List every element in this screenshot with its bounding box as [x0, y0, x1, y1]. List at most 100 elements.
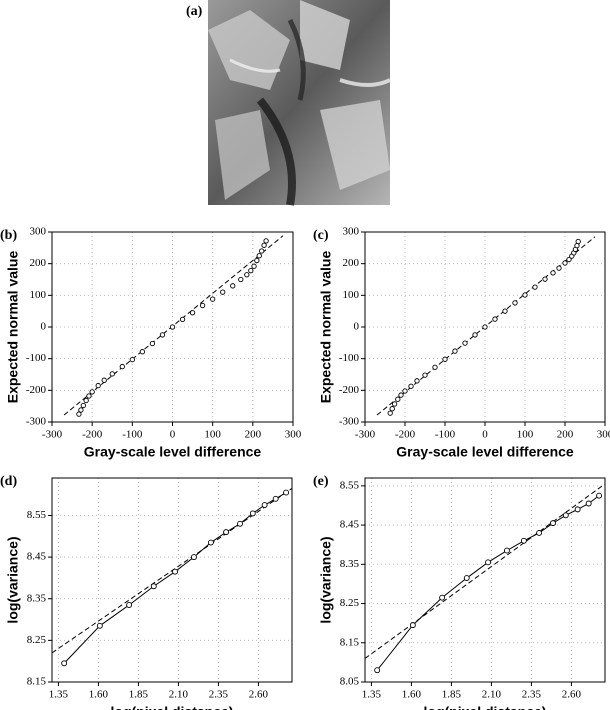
plot-frame — [51, 231, 294, 423]
data-point — [86, 393, 92, 399]
panel-label: (d) — [0, 474, 17, 489]
y-tick-label: 8.05 — [340, 676, 360, 688]
data-point — [169, 324, 176, 330]
y-tick-label: -100 — [339, 352, 360, 364]
data-point — [80, 402, 86, 409]
data-point — [129, 356, 135, 363]
data-point — [439, 594, 446, 601]
panel-label: (b) — [0, 228, 17, 243]
y-tick-label: 8.15 — [27, 676, 47, 688]
data-point — [395, 396, 401, 402]
x-tick-label: 2.10 — [169, 689, 189, 701]
x-tick-label: 200 — [245, 429, 262, 441]
data-point — [223, 529, 230, 536]
data-point — [532, 284, 538, 290]
data-point — [190, 554, 197, 561]
data-point — [248, 267, 254, 274]
y-tick-label: 200 — [343, 257, 360, 269]
y-tick-label: 100 — [30, 289, 47, 301]
x-tick-label: 1.60 — [89, 689, 109, 701]
data-point — [503, 547, 510, 554]
data-point — [76, 411, 82, 417]
y-axis-label: Expected normal value — [5, 251, 21, 404]
y-tick-label: 8.55 — [27, 509, 47, 521]
data-point — [596, 492, 603, 499]
y-tick-label: 8.15 — [340, 636, 360, 648]
x-axis-label: Gray-scale level difference — [396, 444, 574, 460]
y-axis-label: Expected normal value — [318, 251, 334, 404]
x-tick-label: 1.35 — [49, 689, 69, 701]
y-tick-label: 8.45 — [340, 519, 360, 531]
data-point — [502, 308, 508, 314]
data-point — [442, 356, 448, 362]
data-point — [462, 340, 468, 346]
data-point — [398, 392, 404, 398]
x-tick-label: 0 — [170, 429, 176, 441]
data-point — [179, 316, 186, 323]
data-point — [89, 389, 95, 395]
data-point — [562, 260, 568, 266]
data-point — [272, 495, 279, 502]
data-point — [562, 512, 569, 519]
data-point — [585, 500, 592, 507]
data-point — [230, 283, 236, 289]
x-tick-label: 2.35 — [209, 689, 229, 701]
y-tick-label: -200 — [339, 384, 360, 396]
y-tick-label: -200 — [26, 384, 47, 396]
data-point — [550, 270, 556, 276]
data-point — [254, 257, 260, 264]
x-axis-label: Gray-scale level difference — [84, 444, 262, 460]
data-point — [522, 292, 528, 298]
data-point — [159, 332, 166, 338]
y-tick-label: -100 — [26, 352, 47, 364]
data-point — [101, 377, 107, 383]
y-tick-label: 300 — [30, 226, 47, 238]
x-tick-label: -100 — [122, 429, 143, 441]
data-point — [485, 559, 491, 566]
data-point — [472, 332, 478, 338]
data-point — [199, 302, 206, 309]
data-point — [263, 238, 269, 244]
data-point — [61, 660, 68, 667]
data-point — [189, 310, 196, 316]
x-tick-label: 1.35 — [362, 689, 382, 701]
x-tick-label: 300 — [597, 429, 610, 441]
data-point — [408, 383, 414, 389]
data-point — [374, 667, 381, 674]
x-tick-label: 100 — [204, 429, 221, 441]
plot-frame — [364, 477, 606, 683]
data-point — [387, 410, 393, 416]
micrograph — [208, 0, 391, 206]
x-tick-label: 2.60 — [562, 689, 582, 701]
data-point — [512, 300, 518, 306]
data-point — [283, 489, 290, 496]
data-point — [256, 253, 262, 259]
x-tick-label: -100 — [435, 429, 456, 441]
data-point — [238, 276, 244, 283]
data-point — [482, 324, 488, 330]
data-point — [96, 622, 103, 629]
y-tick-label: -300 — [339, 416, 360, 428]
data-point — [95, 382, 101, 389]
panel-label: (e) — [313, 474, 329, 489]
x-tick-label: 100 — [517, 429, 534, 441]
data-point — [261, 502, 268, 509]
data-point — [414, 378, 420, 384]
x-axis-label: log(pixel distance) — [111, 704, 234, 710]
x-tick-label: 1.85 — [129, 689, 149, 701]
panel-label: (c) — [313, 228, 329, 243]
data-point — [574, 506, 581, 513]
y-tick-label: 300 — [343, 226, 360, 238]
data-point — [575, 238, 581, 245]
data-point — [251, 263, 257, 269]
data-point — [452, 348, 458, 354]
data-point — [422, 372, 428, 378]
data-point — [409, 622, 416, 629]
x-tick-label: 1.85 — [442, 689, 462, 701]
data-point — [556, 265, 562, 271]
data-point — [391, 401, 398, 407]
data-point — [566, 256, 572, 263]
data-point — [83, 397, 89, 404]
y-tick-label: 8.35 — [340, 558, 360, 570]
